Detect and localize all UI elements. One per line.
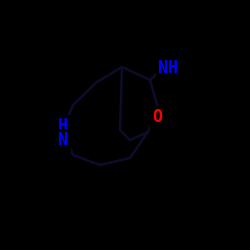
Text: NH: NH — [158, 59, 178, 77]
Text: O: O — [152, 108, 162, 126]
Text: H: H — [58, 117, 68, 135]
Text: N: N — [58, 131, 68, 149]
